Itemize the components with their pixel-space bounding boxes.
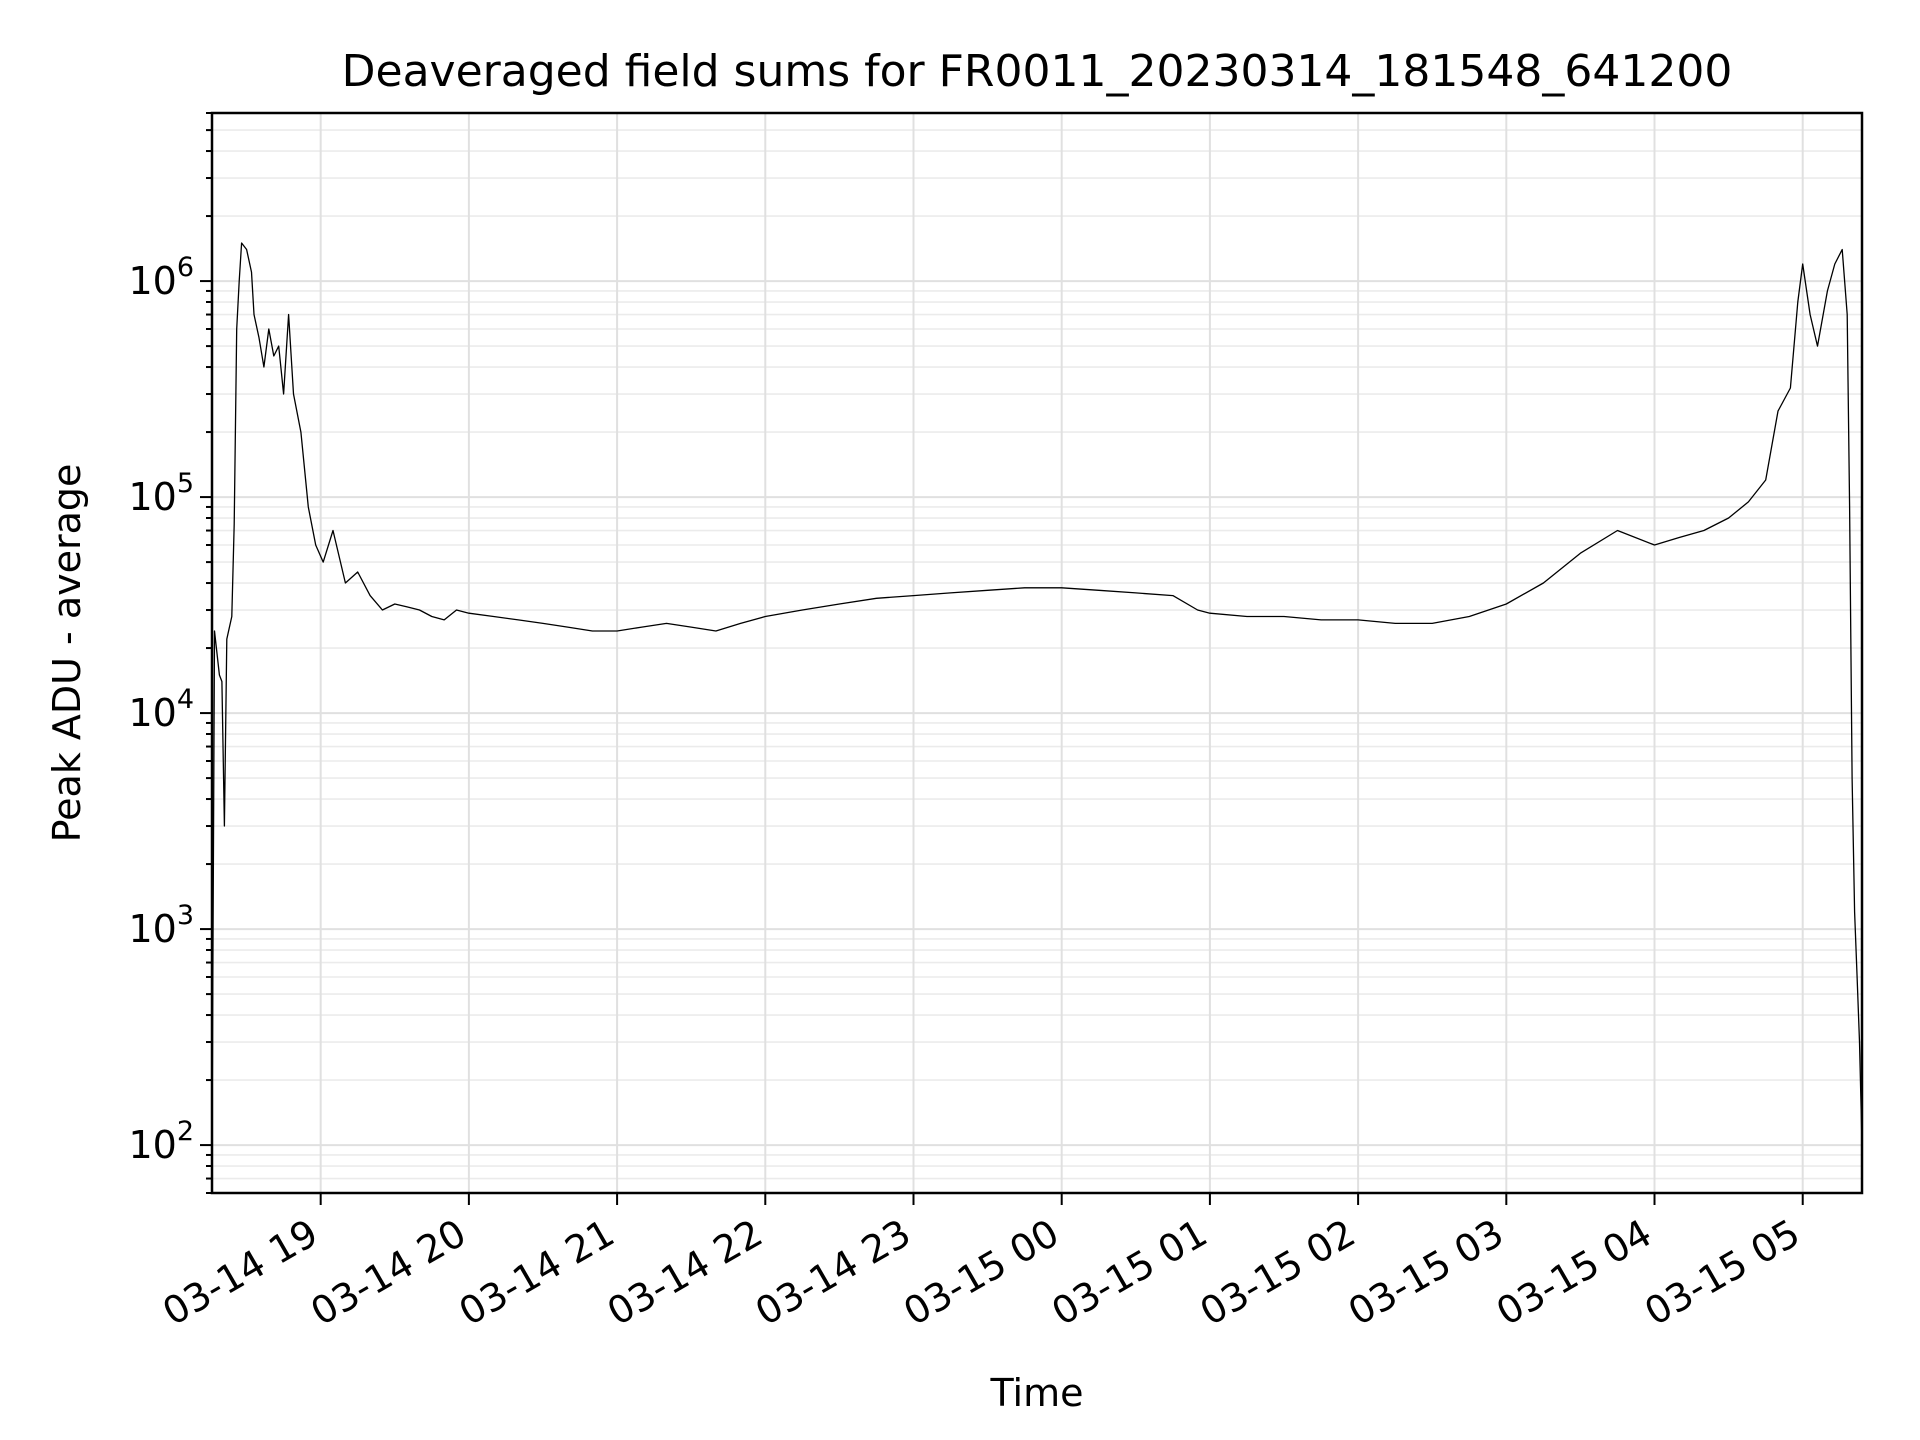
y-tick-label: 103 [128, 900, 194, 951]
x-tick-label: 03-14 21 [452, 1211, 622, 1335]
y-tick-label: 105 [128, 468, 194, 519]
y-tick-label: 106 [128, 252, 194, 303]
y-tick-label: 102 [128, 1116, 194, 1167]
x-tick-label: 03-15 01 [1044, 1211, 1214, 1335]
x-tick-label: 03-15 00 [896, 1211, 1066, 1335]
chart-title: Deaveraged field sums for FR0011_2023031… [342, 46, 1733, 97]
x-tick-label: 03-15 05 [1637, 1211, 1807, 1335]
x-tick-label: 03-14 22 [600, 1211, 770, 1335]
x-tick-label: 03-15 03 [1341, 1211, 1511, 1335]
grid [212, 112, 1862, 1194]
x-tick-label: 03-14 19 [155, 1211, 325, 1335]
y-tick-label: 104 [128, 684, 194, 735]
x-tick-label: 03-15 04 [1489, 1211, 1659, 1335]
x-tick-label: 03-14 23 [748, 1211, 918, 1335]
x-axis-label: Time [990, 1371, 1084, 1415]
plot-frame [210, 111, 1864, 1195]
y-axis-label: Peak ADU - average [45, 464, 89, 843]
x-tick-label: 03-14 20 [303, 1211, 473, 1335]
x-tick-label: 03-15 02 [1193, 1211, 1363, 1335]
series-line [211, 242, 1863, 1156]
